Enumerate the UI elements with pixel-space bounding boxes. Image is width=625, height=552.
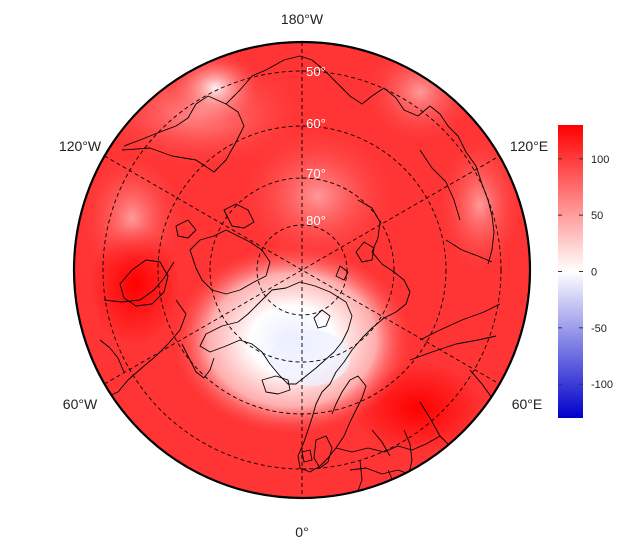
lat-label-60: 60°: [306, 116, 326, 131]
colorbar-gradient: [558, 125, 583, 418]
anomaly-field: [74, 42, 530, 498]
lat-circle-70: [209, 177, 395, 363]
greenland-coast: [199, 281, 353, 385]
lon-label-180w: 180°W: [281, 11, 324, 27]
lat-circle-50: [102, 70, 502, 470]
lon-label-120e: 120°E: [510, 138, 548, 154]
lon-label-60w: 60°W: [63, 396, 98, 412]
lat-label-70: 70°: [306, 166, 326, 181]
britain-coast: [301, 435, 333, 469]
colorbar: 100 50 0 -50 -100: [558, 125, 613, 418]
lon-label-0: 0°: [295, 524, 308, 540]
map-border: [72, 40, 532, 500]
lat-label-50: 50°: [306, 64, 326, 79]
lat-label-80: 80°: [306, 213, 326, 228]
asia-borders: [409, 149, 501, 399]
colorbar-tick-label: 100: [591, 154, 609, 166]
lon-label-60e: 60°E: [512, 396, 543, 412]
graticule: [102, 42, 502, 498]
lon-label-120w: 120°W: [59, 138, 102, 154]
meridian-60e-120w: [104, 155, 500, 385]
europe-borders: [335, 401, 453, 497]
colorbar-tick-label: 50: [591, 210, 603, 222]
hudson-bay-coast: [119, 259, 169, 307]
canadian-archipelago-coast: [175, 203, 271, 295]
colorbar-tick-label: 0: [591, 267, 597, 279]
iceland-coast: [261, 375, 291, 395]
colorbar-tick-label: -50: [591, 323, 607, 335]
meridian-60w-120e: [104, 155, 500, 385]
colorbar-tick-label: -100: [591, 379, 613, 391]
